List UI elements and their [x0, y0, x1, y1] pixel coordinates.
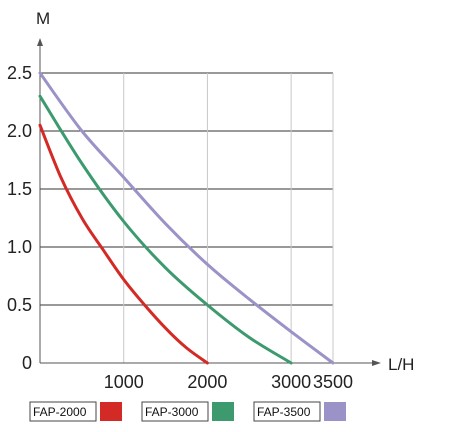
x-tick-label: 2000: [187, 372, 227, 392]
ticks: 0 0.5 1.0 1.5 2.0 2.5 1000 2000 3000 3500: [7, 63, 353, 392]
legend-box: [253, 401, 321, 422]
y-tick-label: 1.0: [7, 237, 32, 257]
series-layer: [38, 71, 335, 365]
x-axis-arrow: [372, 360, 381, 366]
y-tick-label: 2.5: [7, 63, 32, 83]
series-line-fap-2000: [38, 123, 209, 365]
x-tick-label: 3000: [271, 372, 311, 392]
y-tick-label: 1.5: [7, 179, 32, 199]
series-line-fap-3500: [38, 71, 335, 365]
legend-label: FAP-3000: [145, 405, 199, 419]
legend-swatch: [100, 402, 122, 421]
x-axis-title: L/H: [388, 355, 414, 374]
grid: [40, 72, 334, 363]
legend-swatch: [324, 402, 346, 421]
y-axis-title: M: [36, 9, 50, 28]
y-tick-label: 0: [22, 353, 32, 373]
axes: [37, 38, 381, 366]
y-tick-label: 0.5: [7, 295, 32, 315]
x-tick-label: 3500: [313, 372, 353, 392]
legend: FAP-2000 FAP-3000 FAP-3500: [29, 401, 346, 422]
y-axis-arrow: [37, 38, 43, 46]
legend-label: FAP-2000: [33, 405, 87, 419]
series-line-fap-3000: [38, 94, 293, 365]
x-tick-label: 1000: [104, 372, 144, 392]
legend-label: FAP-3500: [257, 405, 311, 419]
legend-swatch: [212, 402, 234, 421]
legend-box: [141, 401, 209, 422]
y-tick-label: 2.0: [7, 121, 32, 141]
legend-box: [29, 401, 97, 422]
